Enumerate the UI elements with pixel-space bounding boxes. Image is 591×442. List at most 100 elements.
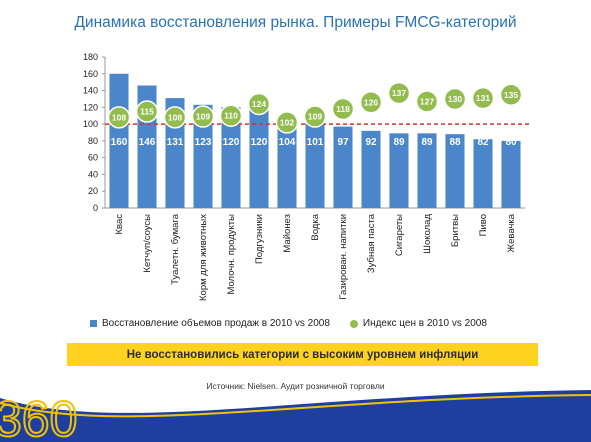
price-index-label: 102	[280, 117, 294, 127]
legend-item-volumes: Восстановление объемов продаж в 2010 vs …	[90, 318, 330, 329]
legend: Восстановление объемов продаж в 2010 vs …	[90, 318, 507, 329]
category-label: Зубная паста	[366, 213, 377, 273]
price-index-marker	[303, 105, 327, 128]
bar-value-label: 89	[393, 137, 405, 148]
bar	[249, 107, 269, 208]
y-tick-label: 0	[93, 203, 98, 213]
category-label: Водка	[310, 213, 321, 240]
price-index-label: 124	[252, 99, 266, 109]
category-label: Кетчуп/соусы	[142, 214, 153, 273]
footer-wave	[0, 390, 591, 442]
footer-decoration: 360	[0, 390, 591, 442]
price-index-marker	[471, 86, 495, 110]
category-label: Туалетн. бумага	[170, 213, 181, 285]
price-index-label: 127	[420, 96, 434, 106]
price-index-marker	[135, 100, 159, 123]
legend-label-prices: Индекс цен в 2010 vs 2008	[362, 318, 487, 329]
bar	[277, 120, 297, 208]
price-index-marker	[415, 90, 439, 113]
price-index-marker	[331, 97, 355, 121]
price-index-marker	[499, 83, 523, 106]
bar-value-label: 101	[307, 137, 324, 148]
legend-label-volumes: Восстановление объемов продаж в 2010 vs …	[102, 318, 330, 329]
chart: 0 20 40 60 80 100 120 140 160 180 160 146 131 123 120…	[83, 52, 530, 301]
bar-value-label: 82	[477, 137, 489, 148]
price-index-label: 110	[224, 111, 238, 121]
legend-swatch-dot	[349, 319, 358, 328]
price-index-marker	[219, 104, 243, 127]
category-label: Подгузники	[254, 214, 265, 264]
category-label: Шоколад	[422, 214, 433, 254]
price-markers: 108 115 108 109 110 124 102 109 118 126 137 127 130 1…	[107, 81, 523, 134]
price-index-label: 130	[448, 94, 462, 104]
bar	[445, 134, 465, 208]
bar-value-label: 131	[167, 137, 184, 148]
category-label: Майонез	[282, 214, 293, 253]
price-index-marker	[359, 91, 383, 114]
category-label: Молочн. продукты	[226, 214, 237, 295]
bar	[473, 139, 493, 208]
price-index-marker	[107, 106, 131, 129]
price-index-label: 131	[476, 93, 490, 103]
category-label: Пиво	[478, 214, 489, 236]
bar-value-label: 146	[139, 137, 156, 148]
y-tick-label: 180	[83, 52, 98, 62]
bar	[361, 130, 381, 208]
price-index-marker	[275, 111, 299, 134]
banner-text: Не восстановились категории с высоким ур…	[126, 348, 479, 361]
bar-value-label: 89	[421, 137, 433, 148]
bar	[193, 104, 213, 208]
y-tick-label: 140	[83, 86, 98, 96]
bar	[501, 140, 521, 208]
logo: 360	[0, 391, 77, 442]
category-label: Жевачка	[506, 213, 517, 252]
category-labels: Квас Кетчуп/соусы Туалетн. бумага Корм для …	[114, 213, 517, 301]
bar-value-label: 123	[195, 137, 212, 148]
bar-value-label: 120	[251, 137, 268, 148]
conclusion-banner: Не восстановились категории с высоким ур…	[67, 343, 538, 366]
page-title: Динамика восстановления рынка. Примеры F…	[74, 14, 517, 31]
legend-item-prices: Индекс цен в 2010 vs 2008	[349, 318, 487, 329]
category-label: Газирован. напитки	[338, 214, 349, 300]
price-index-label: 109	[196, 112, 210, 122]
bar-value-label: 104	[279, 137, 296, 148]
price-index-label: 137	[392, 88, 406, 98]
price-index-marker	[443, 87, 467, 111]
footer-stripe	[0, 394, 591, 418]
price-index-marker	[163, 106, 187, 129]
price-index-marker	[247, 92, 271, 116]
bar	[305, 123, 325, 208]
price-index-marker	[191, 105, 215, 128]
price-index-label: 109	[308, 112, 322, 122]
price-index-marker	[387, 81, 411, 105]
bar	[417, 133, 437, 208]
price-index-label: 126	[364, 97, 378, 107]
bar-value-label: 88	[449, 137, 461, 148]
price-index-label: 135	[504, 90, 518, 100]
y-tick-label: 80	[88, 136, 98, 146]
category-label: Бритвы	[450, 214, 461, 247]
bar-value-label: 97	[337, 137, 349, 148]
y-tick-label: 20	[88, 186, 98, 196]
y-tick-label: 160	[83, 69, 98, 79]
y-tick-label: 100	[83, 119, 98, 129]
bar	[333, 126, 353, 208]
y-tick-label: 40	[88, 169, 98, 179]
category-label: Корм для животных	[198, 214, 209, 301]
legend-swatch-bar	[90, 320, 97, 327]
price-index-label: 108	[168, 112, 182, 122]
y-tick-label: 60	[88, 153, 98, 163]
bar-value-label: 120	[223, 137, 240, 148]
price-index-label: 118	[336, 104, 350, 114]
category-label: Сигареты	[394, 214, 405, 256]
bar-value-label: 92	[365, 137, 377, 148]
bar-value-label: 80	[505, 137, 517, 148]
bar	[221, 107, 241, 208]
source-note: Источник: Nielsen. Аудит розничной торго…	[206, 381, 385, 391]
price-index-label: 115	[140, 107, 154, 117]
price-index-label: 108	[112, 112, 126, 122]
y-tick-label: 120	[83, 102, 98, 112]
bar	[389, 133, 409, 208]
bar-value-label: 160	[111, 137, 128, 148]
category-label: Квас	[114, 214, 125, 235]
